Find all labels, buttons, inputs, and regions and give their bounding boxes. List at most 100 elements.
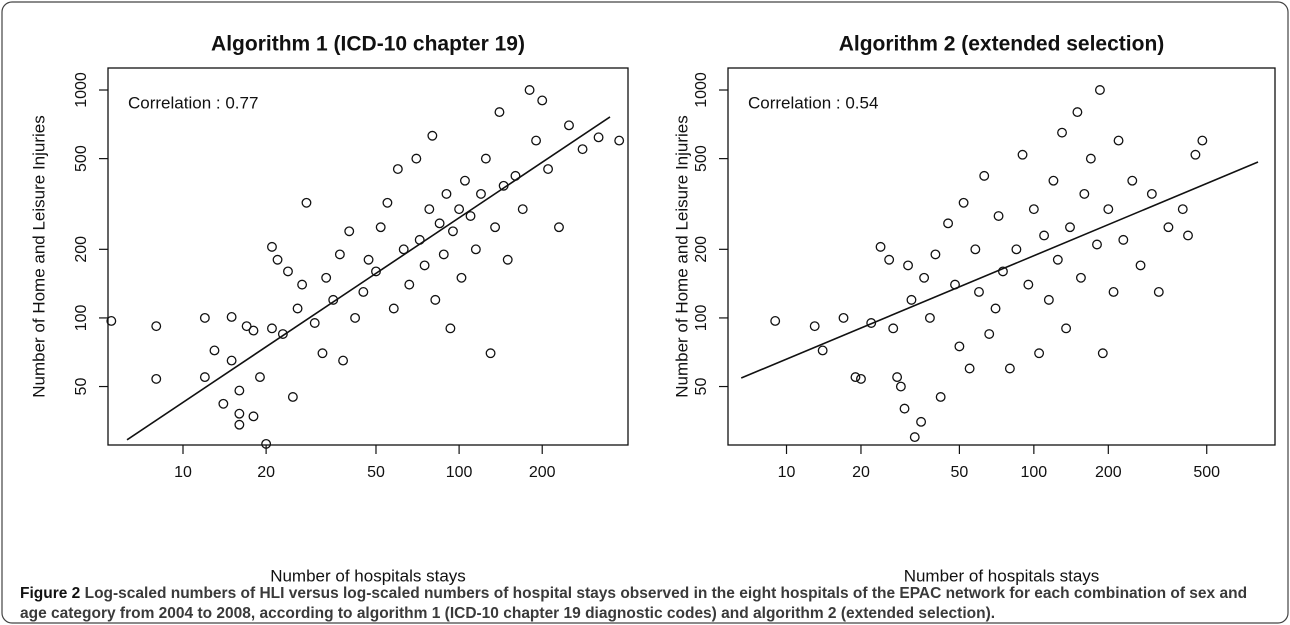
point <box>248 411 259 422</box>
point <box>935 392 946 402</box>
point <box>1094 85 1105 95</box>
y-tick-label: 500 <box>693 145 710 172</box>
y-tick-label: 100 <box>693 304 710 331</box>
point <box>866 318 877 328</box>
x-axis-label: Number of hospitals stays <box>270 566 466 585</box>
point <box>1197 135 1208 146</box>
point <box>199 312 210 323</box>
point <box>531 135 542 146</box>
point <box>537 95 548 106</box>
point <box>441 188 452 199</box>
point <box>199 372 210 383</box>
point <box>438 249 449 260</box>
point <box>1108 287 1119 297</box>
point <box>476 188 486 199</box>
point <box>906 294 917 305</box>
plot-box <box>107 67 629 446</box>
point <box>363 254 374 265</box>
point <box>456 272 467 283</box>
point <box>445 323 456 334</box>
point <box>1146 188 1157 199</box>
chart-title: Algorithm 2 (extended selection) <box>839 33 1165 56</box>
point <box>524 85 535 95</box>
point <box>424 204 435 215</box>
point <box>301 197 312 208</box>
point <box>930 249 941 260</box>
y-tick-label: 1000 <box>73 72 90 108</box>
x-tick-label: 10 <box>778 464 796 481</box>
annotation: Correlation : 0.77 <box>128 93 258 112</box>
point <box>899 403 910 414</box>
point <box>1092 239 1102 250</box>
x-tick-label: 20 <box>852 464 870 481</box>
point <box>494 107 505 118</box>
point <box>485 348 496 359</box>
point <box>1043 294 1054 305</box>
y-tick-label: 100 <box>73 304 90 331</box>
point <box>226 355 237 366</box>
point <box>916 416 927 427</box>
point <box>850 372 861 383</box>
point <box>884 254 895 265</box>
point <box>1023 279 1034 290</box>
point <box>1153 287 1164 297</box>
y-tick-label: 500 <box>73 145 90 172</box>
point <box>1065 222 1075 233</box>
point <box>954 341 965 352</box>
point <box>1039 230 1050 241</box>
point <box>943 218 954 229</box>
point <box>334 249 345 260</box>
y-axis-label: Number of Home and Leisure Injuries <box>672 115 691 398</box>
point <box>809 321 820 332</box>
point <box>248 325 259 336</box>
point <box>1028 204 1039 215</box>
point <box>577 144 588 155</box>
point <box>892 372 903 383</box>
point <box>970 244 981 255</box>
point <box>924 312 935 323</box>
point <box>344 226 355 237</box>
point <box>554 222 564 233</box>
x-tick-label: 100 <box>1021 464 1048 481</box>
point <box>1057 127 1067 138</box>
point <box>350 312 361 323</box>
point <box>454 204 465 215</box>
point <box>1072 107 1083 118</box>
point <box>1163 222 1174 233</box>
x-tick-label: 10 <box>174 464 192 481</box>
point <box>517 204 528 215</box>
point <box>151 321 162 332</box>
point <box>1190 149 1201 160</box>
point <box>321 272 332 283</box>
point <box>255 372 265 383</box>
point <box>1085 153 1096 164</box>
caption: Figure 2 Log-scaled numbers of HLI versu… <box>20 584 1270 624</box>
y-tick-label: 50 <box>73 378 90 396</box>
point <box>1004 363 1015 374</box>
point <box>593 132 604 143</box>
point <box>151 373 162 384</box>
point <box>480 153 491 164</box>
point <box>241 321 252 332</box>
point <box>770 315 781 326</box>
point <box>993 211 1004 221</box>
point <box>283 266 293 277</box>
point <box>856 373 866 384</box>
point <box>974 287 984 297</box>
trend-line <box>740 161 1259 379</box>
point <box>277 329 288 339</box>
point <box>297 279 308 290</box>
point <box>817 345 828 356</box>
point <box>309 318 320 328</box>
x-tick-label: 20 <box>257 464 275 481</box>
x-tick-label: 500 <box>1193 464 1220 481</box>
point <box>261 438 272 449</box>
point <box>919 272 930 283</box>
point <box>411 153 422 164</box>
point <box>614 135 625 146</box>
y-tick-label: 200 <box>73 236 90 263</box>
point <box>895 381 906 392</box>
point <box>1052 254 1063 265</box>
